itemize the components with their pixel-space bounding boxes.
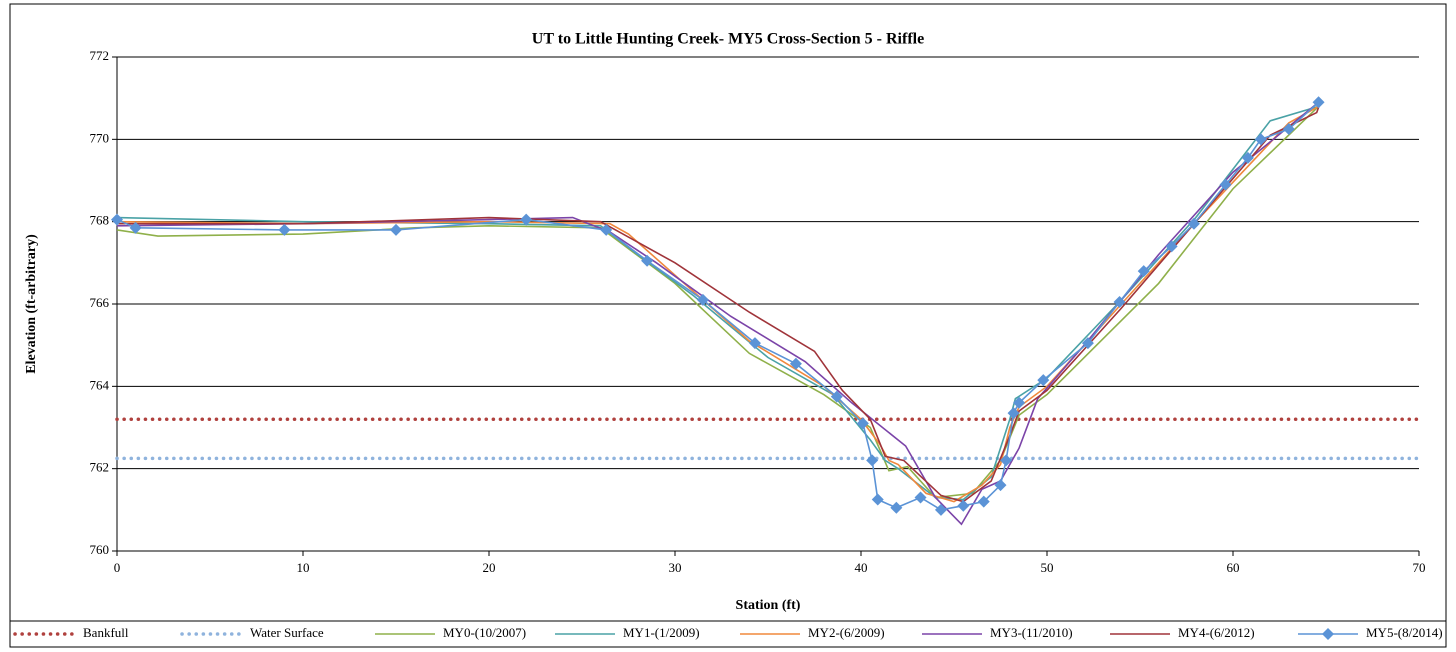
- x-axis-label: Station (ft): [736, 598, 801, 613]
- y-axis-label: Elevation (ft-arbitrary): [24, 234, 39, 374]
- point-marker: [600, 223, 613, 236]
- y-tick-label: 770: [90, 130, 110, 145]
- point-marker: [1165, 240, 1178, 253]
- point-marker: [890, 501, 903, 514]
- point-marker: [111, 213, 123, 226]
- y-tick-label: 760: [90, 542, 110, 557]
- x-tick-label: 10: [297, 560, 310, 575]
- point-marker: [871, 493, 884, 506]
- legend-marker: [1322, 628, 1334, 640]
- x-tick-label: 50: [1041, 560, 1054, 575]
- point-marker: [866, 454, 879, 467]
- point-marker: [914, 491, 927, 504]
- legend-label: Water Surface: [250, 625, 324, 640]
- point-marker: [1007, 407, 1020, 420]
- legend-label: Bankfull: [83, 625, 129, 640]
- legend-label: MY1-(1/2009): [623, 625, 700, 640]
- point-marker: [1013, 396, 1026, 409]
- chart-title: UT to Little Hunting Creek- MY5 Cross-Se…: [532, 31, 924, 48]
- point-marker: [830, 390, 843, 403]
- point-marker: [1219, 178, 1232, 191]
- x-tick-label: 30: [669, 560, 682, 575]
- point-marker: [129, 221, 142, 234]
- legend-label: MY4-(6/2012): [1178, 625, 1255, 640]
- legend-label: MY3-(11/2010): [990, 625, 1073, 640]
- x-tick-label: 20: [483, 560, 496, 575]
- point-marker: [1187, 217, 1200, 230]
- point-marker: [520, 213, 533, 226]
- y-tick-label: 768: [90, 213, 110, 228]
- series-line: [116, 105, 1320, 499]
- point-marker: [696, 293, 709, 306]
- legend-label: MY5-(8/2014): [1366, 625, 1443, 640]
- point-marker: [994, 479, 1007, 492]
- point-marker: [748, 337, 761, 350]
- point-marker: [934, 503, 947, 516]
- x-tick-label: 0: [114, 560, 121, 575]
- point-marker: [1282, 123, 1295, 136]
- point-marker: [1000, 454, 1013, 467]
- y-tick-label: 766: [90, 295, 110, 310]
- point-marker: [641, 254, 654, 267]
- point-marker: [957, 499, 970, 512]
- legend-label: MY2-(6/2009): [808, 625, 885, 640]
- point-marker: [977, 495, 990, 508]
- x-tick-label: 60: [1227, 560, 1240, 575]
- y-tick-label: 764: [90, 377, 110, 392]
- x-tick-label: 40: [855, 560, 868, 575]
- series-line: [117, 102, 1322, 503]
- x-tick-label: 70: [1413, 560, 1426, 575]
- point-marker: [1254, 133, 1267, 146]
- point-marker: [1312, 96, 1325, 109]
- y-tick-label: 762: [90, 460, 110, 475]
- point-marker: [1113, 295, 1126, 308]
- point-marker: [1037, 374, 1050, 387]
- point-marker: [1241, 151, 1254, 164]
- legend-box: [9, 620, 1447, 648]
- point-marker: [789, 357, 802, 370]
- point-marker: [856, 417, 869, 430]
- y-tick-label: 772: [90, 48, 110, 63]
- legend-label: MY0-(10/2007): [443, 625, 526, 640]
- series-line: [116, 101, 1320, 511]
- point-marker: [1081, 337, 1094, 350]
- point-marker: [390, 223, 402, 236]
- point-marker: [1137, 265, 1150, 278]
- point-marker: [278, 223, 291, 236]
- series-line: [116, 101, 1320, 526]
